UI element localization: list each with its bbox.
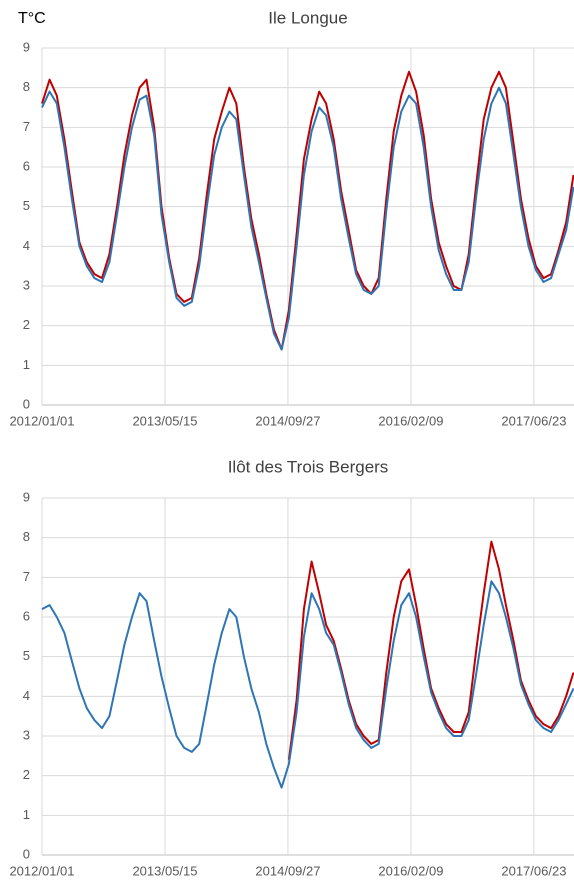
chart-title: Ilôt des Trois Bergers xyxy=(228,457,389,476)
y-tick-label: 1 xyxy=(23,357,30,372)
x-tick-label: 2013/05/15 xyxy=(132,863,197,878)
x-tick-label: 2012/01/01 xyxy=(9,413,74,428)
y-tick-label: 5 xyxy=(23,198,30,213)
y-tick-label: 0 xyxy=(23,396,30,411)
y-tick-label: 0 xyxy=(23,846,30,861)
x-tick-label: 2017/06/23 xyxy=(501,413,566,428)
y-tick-label: 8 xyxy=(23,529,30,544)
y-tick-label: 7 xyxy=(23,569,30,584)
x-tick-label: 2014/09/27 xyxy=(255,863,320,878)
data-line xyxy=(41,70,574,351)
y-tick-label: 4 xyxy=(23,238,30,253)
y-tick-label: 6 xyxy=(23,608,30,623)
y-tick-label: 2 xyxy=(23,317,30,332)
chart-title: Ile Longue xyxy=(268,8,347,27)
y-tick-label: 6 xyxy=(23,158,30,173)
y-tick-label: 1 xyxy=(23,807,30,822)
y-tick-label: 5 xyxy=(23,648,30,663)
data-line xyxy=(41,580,574,789)
y-tick-label: 9 xyxy=(23,39,30,54)
x-tick-label: 2014/09/27 xyxy=(255,413,320,428)
y-tick-label: 9 xyxy=(23,489,30,504)
y-tick-label: 2 xyxy=(23,767,30,782)
x-tick-label: 2017/06/23 xyxy=(501,863,566,878)
y-tick-label: 7 xyxy=(23,119,30,134)
x-tick-label: 2016/02/09 xyxy=(378,413,443,428)
y-tick-label: 3 xyxy=(23,277,30,292)
x-tick-label: 2012/01/01 xyxy=(9,863,74,878)
x-tick-label: 2016/02/09 xyxy=(378,863,443,878)
y-tick-label: 4 xyxy=(23,688,30,703)
x-tick-label: 2013/05/15 xyxy=(132,413,197,428)
y-axis-label: T°C xyxy=(18,10,46,27)
data-line xyxy=(287,540,574,760)
y-tick-label: 3 xyxy=(23,727,30,742)
data-line xyxy=(41,86,574,351)
y-tick-label: 8 xyxy=(23,79,30,94)
